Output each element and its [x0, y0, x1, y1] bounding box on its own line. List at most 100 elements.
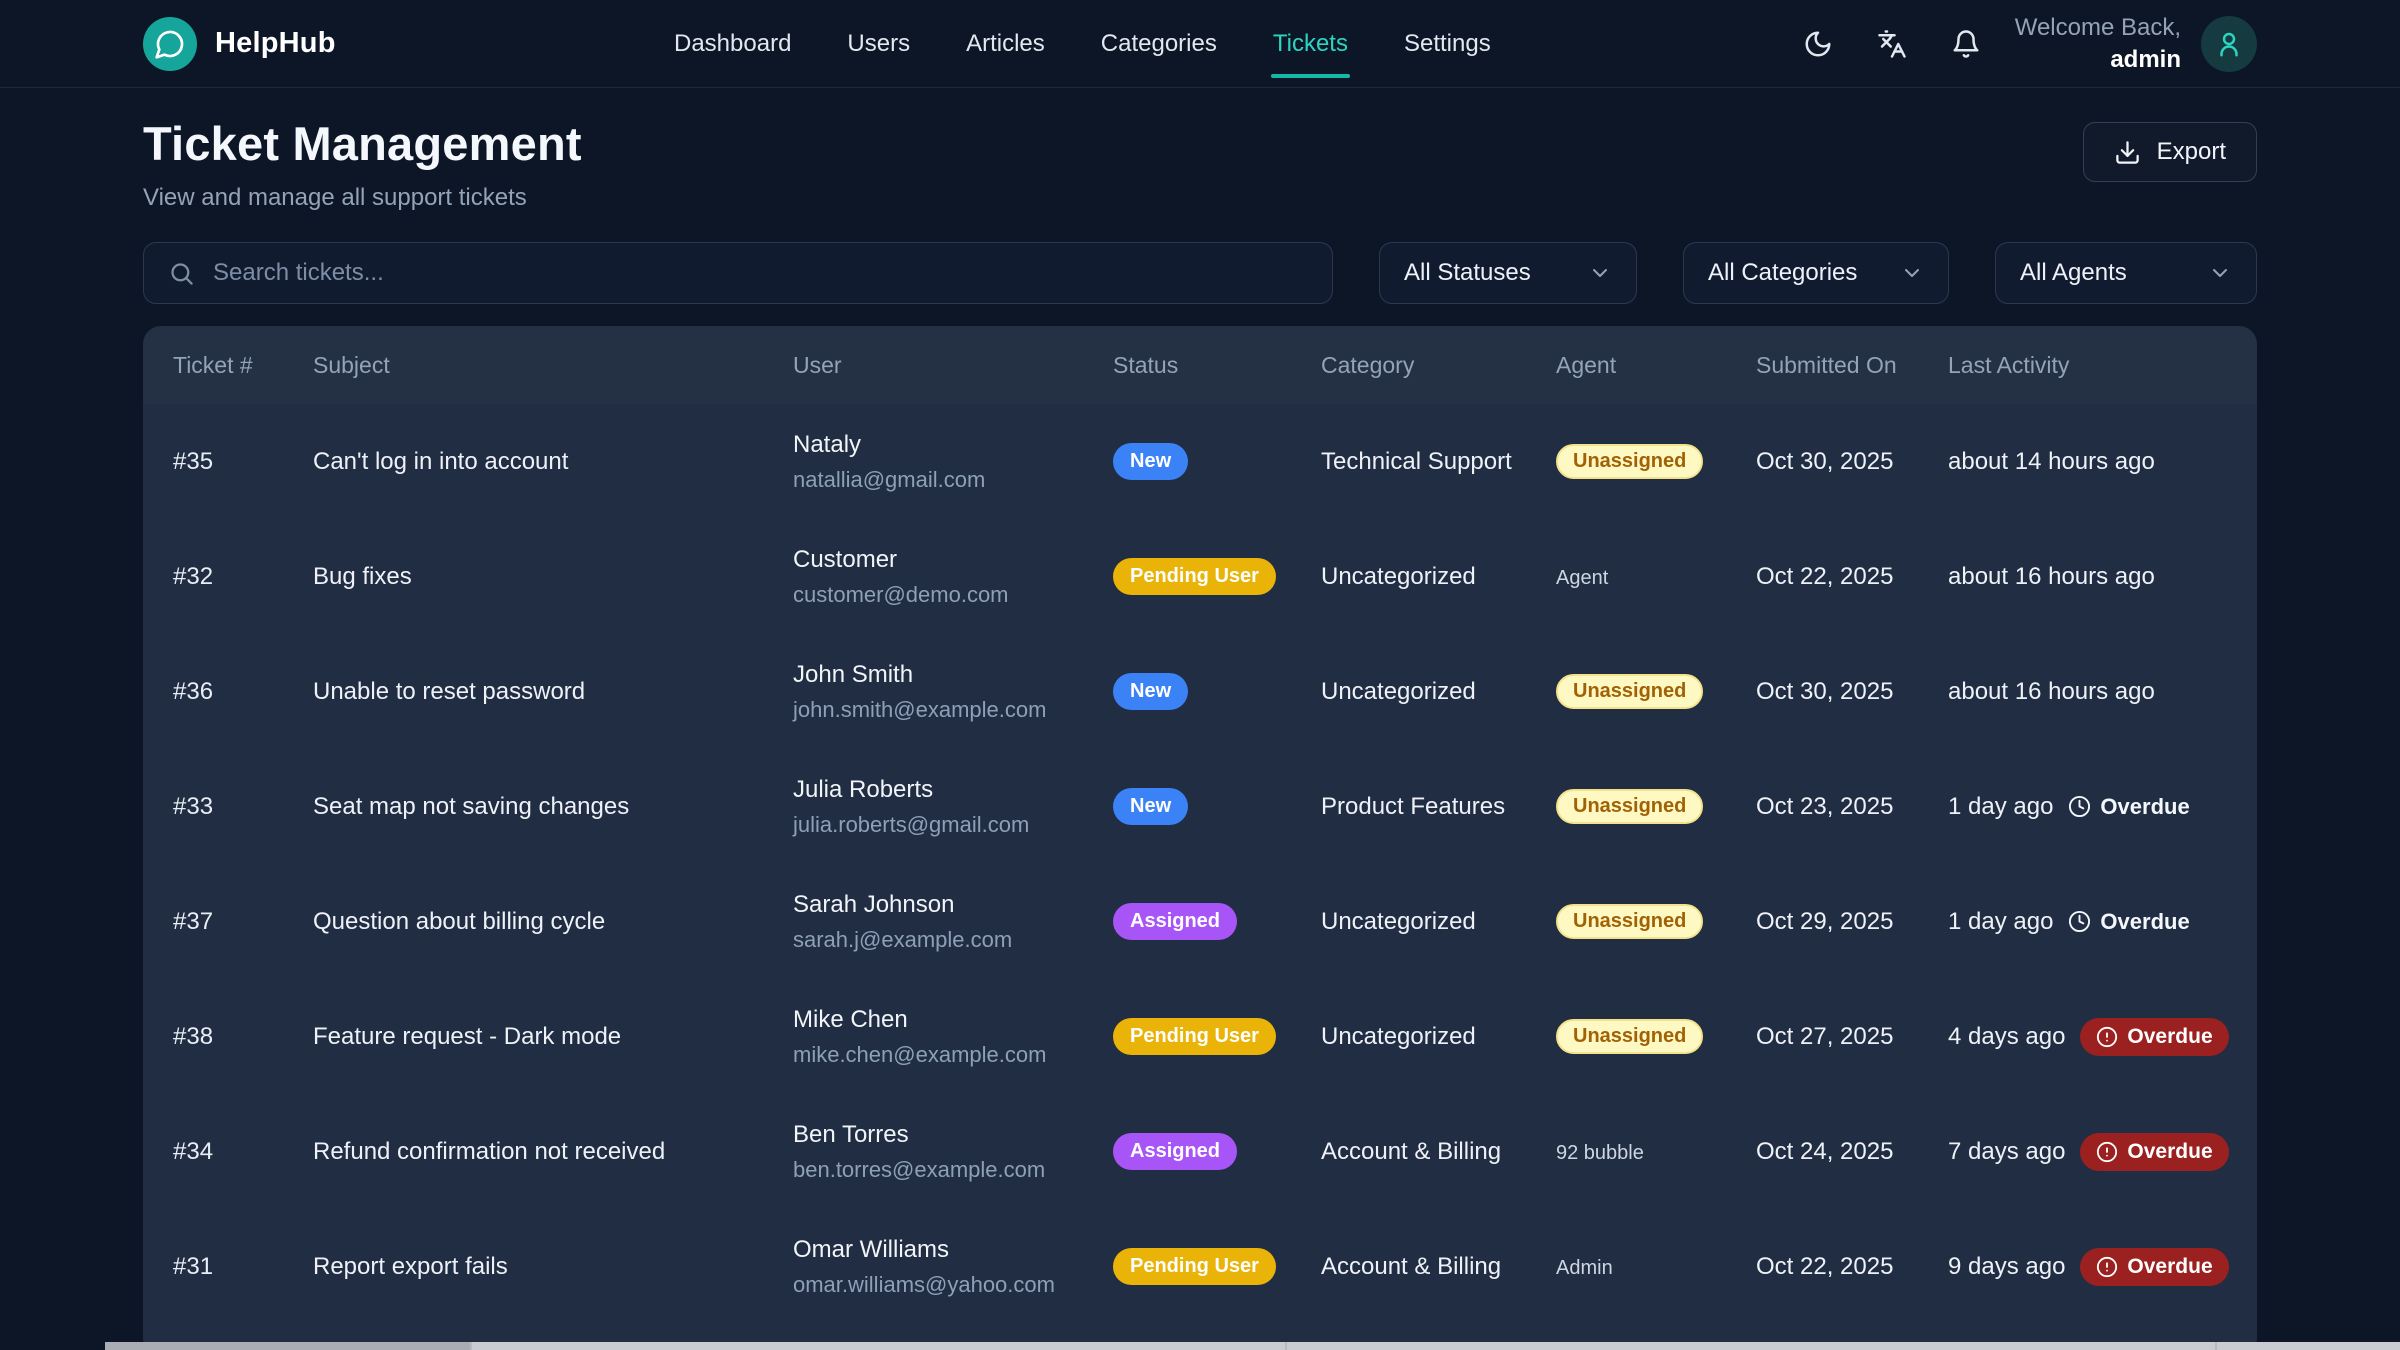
ticket-subject[interactable]: Feature request - Dark mode: [313, 1022, 622, 1050]
status-badge: New: [1113, 673, 1189, 710]
ticket-category: Uncategorized: [1321, 677, 1476, 705]
nav-item-label: Categories: [1100, 29, 1217, 57]
ticket-user: Customer customer@demo.com: [793, 546, 1113, 608]
ticket-status: New: [1113, 788, 1321, 825]
ticket-subject[interactable]: Bug fixes: [313, 562, 412, 590]
status-filter-dropdown[interactable]: All Statuses: [1379, 242, 1637, 304]
ticket-subject[interactable]: Unable to reset password: [313, 677, 586, 705]
languages-icon: [1877, 29, 1907, 59]
ticket-submitted-on: Oct 24, 2025: [1756, 1137, 1894, 1165]
chevron-down-icon: [1588, 261, 1612, 285]
ticket-subject[interactable]: Can't log in into account: [313, 447, 569, 475]
agent-name: 92 bubble: [1556, 1141, 1644, 1164]
last-activity-text: 7 days ago: [1948, 1137, 2066, 1165]
ticket-last-activity: 1 day ago Overdue: [1948, 908, 2227, 936]
overdue-badge: Overdue: [2080, 1132, 2229, 1171]
brand[interactable]: HelpHub: [143, 16, 336, 71]
overdue-indicator: Overdue: [2068, 793, 2190, 820]
user-name: Nataly: [793, 430, 862, 458]
agent-filter-value: All Agents: [2020, 259, 2127, 286]
notifications-button[interactable]: [1943, 21, 1989, 67]
dark-mode-toggle[interactable]: [1795, 21, 1841, 67]
status-badge: New: [1113, 443, 1189, 480]
ticket-subject[interactable]: Seat map not saving changes: [313, 792, 630, 820]
ticket-last-activity: about 14 hours ago: [1948, 448, 2227, 476]
overdue-label: Overdue: [2100, 793, 2190, 819]
overdue-label: Overdue: [2100, 908, 2190, 934]
last-activity-text: 9 days ago: [1948, 1252, 2066, 1280]
column-header: Ticket #: [173, 351, 253, 378]
avatar[interactable]: [2201, 15, 2257, 72]
nav-item-dashboard[interactable]: Dashboard: [672, 0, 793, 87]
column-header: Subject: [313, 351, 390, 378]
user-name: Omar Williams: [793, 1235, 949, 1263]
agent-filter-dropdown[interactable]: All Agents: [1995, 242, 2257, 304]
ticket-last-activity: 4 days ago Overdue: [1948, 1017, 2229, 1056]
ticket-status: Assigned: [1113, 1133, 1321, 1170]
nav-item-settings[interactable]: Settings: [1402, 0, 1493, 87]
export-button-label: Export: [2156, 138, 2226, 165]
table-row[interactable]: #33 Seat map not saving changes Julia Robe…: [143, 749, 2257, 864]
ticket-subject[interactable]: Report export fails: [313, 1252, 508, 1280]
ticket-user: Sarah Johnson sarah.j@example.com: [793, 891, 1113, 953]
ticket-user: Nataly natallia@gmail.com: [793, 431, 1113, 493]
ticket-category: Account & Billing: [1321, 1252, 1502, 1280]
scrollbar-divider: [470, 1342, 472, 1350]
tickets-table: Ticket # Subject User Status Category Agent Su…: [143, 326, 2257, 1345]
table-row[interactable]: #31 Report export fails Omar Williams omar.…: [143, 1209, 2257, 1324]
nav-item-articles[interactable]: Articles: [964, 0, 1047, 87]
ticket-subject[interactable]: Question about billing cycle: [313, 907, 606, 935]
agent-name: Agent: [1556, 566, 1609, 589]
ticket-status: Pending User: [1113, 1018, 1321, 1055]
category-filter-dropdown[interactable]: All Categories: [1683, 242, 1949, 304]
ticket-number: #32: [173, 562, 214, 590]
nav-item-categories[interactable]: Categories: [1099, 0, 1219, 87]
status-badge: Pending User: [1113, 1248, 1276, 1285]
overdue-label: Overdue: [2127, 1254, 2213, 1278]
bell-icon: [1951, 29, 1981, 59]
user-icon: [2214, 29, 2244, 59]
table-row[interactable]: #32 Bug fixes Customer customer@demo.com Pen…: [143, 519, 2257, 634]
table-row[interactable]: #35 Can't log in into account Nataly natall…: [143, 404, 2257, 519]
ticket-category: Product Features: [1321, 792, 1506, 820]
language-switcher[interactable]: [1869, 21, 1915, 67]
search-icon: [168, 260, 195, 287]
horizontal-scrollbar[interactable]: [105, 1342, 2400, 1350]
ticket-agent: Unassigned: [1556, 1019, 1756, 1054]
ticket-status: New: [1113, 443, 1321, 480]
search-input[interactable]: [211, 258, 1308, 288]
ticket-user: Omar Williams omar.williams@yahoo.com: [793, 1236, 1113, 1298]
chevron-down-icon: [2208, 261, 2232, 285]
speech-bubble-icon: [154, 28, 186, 60]
nav-item-tickets[interactable]: Tickets: [1270, 0, 1351, 87]
table-row[interactable]: #36 Unable to reset password John Smith joh…: [143, 634, 2257, 749]
table-row[interactable]: #38 Feature request - Dark mode Mike Chen m…: [143, 979, 2257, 1094]
ticket-submitted-on: Oct 29, 2025: [1756, 907, 1894, 935]
export-button[interactable]: Export: [2082, 122, 2257, 182]
ticket-agent: Unassigned: [1556, 444, 1756, 479]
nav-item-label: Dashboard: [674, 29, 792, 57]
table-row[interactable]: #34 Refund confirmation not received Ben T…: [143, 1094, 2257, 1209]
column-header: User: [793, 351, 842, 378]
ticket-status: New: [1113, 673, 1321, 710]
page-subtitle: View and manage all support tickets: [143, 184, 527, 211]
status-badge: Assigned: [1113, 1133, 1238, 1170]
ticket-submitted-on: Oct 22, 2025: [1756, 562, 1894, 590]
table-body: #35 Can't log in into account Nataly natall…: [143, 404, 2257, 1324]
nav-item-users[interactable]: Users: [845, 0, 912, 87]
helphub-logo: [143, 16, 197, 71]
alert-circle-icon: [2096, 1256, 2118, 1278]
ticket-submitted-on: Oct 30, 2025: [1756, 447, 1894, 475]
download-icon: [2114, 139, 2141, 166]
ticket-status: Pending User: [1113, 1248, 1321, 1285]
scrollbar-thumb[interactable]: [105, 1342, 470, 1350]
ticket-category: Technical Support: [1321, 447, 1512, 475]
user-email: mike.chen@example.com: [793, 1041, 1047, 1067]
table-row[interactable]: #37 Question about billing cycle Sarah Joh…: [143, 864, 2257, 979]
ticket-subject[interactable]: Refund confirmation not received: [313, 1137, 666, 1165]
ticket-agent: Agent: [1556, 563, 1756, 591]
search-box: [143, 242, 1333, 304]
ticket-status: Assigned: [1113, 903, 1321, 940]
ticket-user: Mike Chen mike.chen@example.com: [793, 1006, 1113, 1068]
last-activity-text: about 16 hours ago: [1948, 677, 2155, 705]
